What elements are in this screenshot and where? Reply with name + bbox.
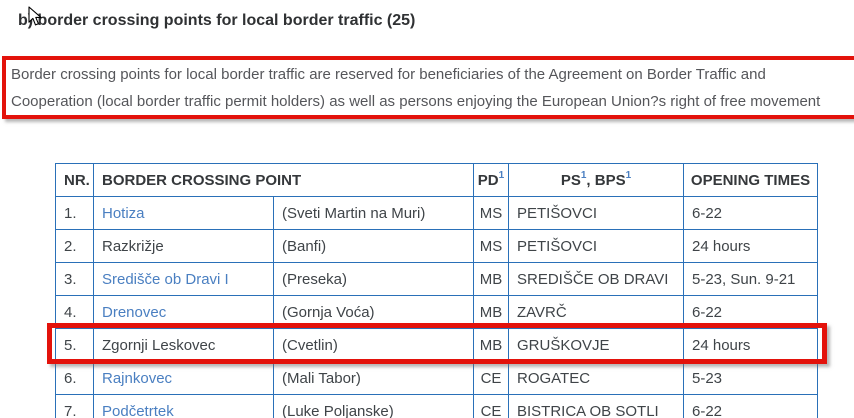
cell-opening: 5-23, Sun. 9-21 [683,262,818,296]
cell-alt-name: (Preseka) [273,262,474,296]
cell-name-link[interactable]: Rajnkovec [93,361,274,395]
annotation-box-row5 [47,323,827,364]
pd-label: PD [477,172,499,189]
annotation-box-note [2,56,854,119]
table-row: 2. Razkrižje (Banfi) MS PETIŠOVCI 24 hou… [55,229,818,263]
cell-ps: PETIŠOVCI [508,229,684,263]
cell-name-link[interactable]: Podčetrtek [93,394,274,418]
table-row: 1. Hotiza (Sveti Martin na Muri) MS PETI… [55,196,818,230]
cell-alt-name: (Sveti Martin na Muri) [273,196,474,230]
cell-name: Razkrižje [93,229,274,263]
cell-alt-name: (Banfi) [273,229,474,263]
col-header-border-crossing-point: BORDER CROSSING POINT [93,163,474,197]
cell-opening: 5-23 [683,361,818,395]
ps-label: PS [560,172,581,189]
cell-nr: 6. [55,361,94,395]
cell-ps: GRUŠKOVJE [508,328,684,362]
cell-pd: CE [473,361,509,395]
table-row: 7. Podčetrtek (Luke Poljanske) CE BISTRI… [55,394,818,418]
page-title: b) border crossing points for local bord… [18,12,416,29]
cell-alt-name: (Mali Tabor) [273,361,474,395]
note-line-1: Border crossing points for local border … [11,66,766,83]
cell-alt-name: (Cvetlin) [273,328,474,362]
col-header-ps-bps: PS1, BPS1 [508,163,684,197]
cell-opening: 6-22 [683,196,818,230]
cell-opening: 6-22 [683,394,818,418]
cell-opening: 24 hours [683,229,818,263]
note-paragraph: Border crossing points for local border … [11,61,854,115]
cell-pd: MB [473,328,509,362]
cell-pd: MS [473,196,509,230]
table-row-highlighted: 5. Zgornji Leskovec (Cvetlin) MB GRUŠKOV… [55,328,818,362]
cell-nr: 7. [55,394,94,418]
cell-name-link[interactable]: Središče ob Dravi I [93,262,274,296]
cell-opening: 24 hours [683,328,818,362]
cell-ps: PETIŠOVCI [508,196,684,230]
cell-nr: 3. [55,262,94,296]
cell-ps: BISTRICA OB SOTLI [508,394,684,418]
cell-pd: MS [473,229,509,263]
table-row: 6. Rajnkovec (Mali Tabor) CE ROGATEC 5-2… [55,361,818,395]
col-header-pd: PD1 [473,163,509,197]
cell-ps: ROGATEC [508,361,684,395]
ps-footnote-link[interactable]: 1 [580,170,587,181]
bps-footnote-link[interactable]: 1 [625,170,632,181]
pd-footnote-link[interactable]: 1 [498,170,505,181]
col-header-nr: NR. [55,163,94,197]
table-header-row: NR. BORDER CROSSING POINT PD1 PS1, BPS1 … [55,163,818,197]
cell-pd: MB [473,262,509,296]
note-line-2: Cooperation (local border traffic permit… [11,93,821,110]
table-row: 3. Središče ob Dravi I (Preseka) MB SRED… [55,262,818,296]
cell-pd: CE [473,394,509,418]
border-crossing-table: NR. BORDER CROSSING POINT PD1 PS1, BPS1 … [55,163,818,418]
col-header-opening-times: OPENING TIMES [683,163,818,197]
cell-nr: 1. [55,196,94,230]
cell-name: Zgornji Leskovec [93,328,274,362]
bps-label: , BPS [586,172,626,189]
cell-ps: SREDIŠČE OB DRAVI [508,262,684,296]
cell-alt-name: (Luke Poljanske) [273,394,474,418]
cell-nr: 2. [55,229,94,263]
cell-name-link[interactable]: Hotiza [93,196,274,230]
